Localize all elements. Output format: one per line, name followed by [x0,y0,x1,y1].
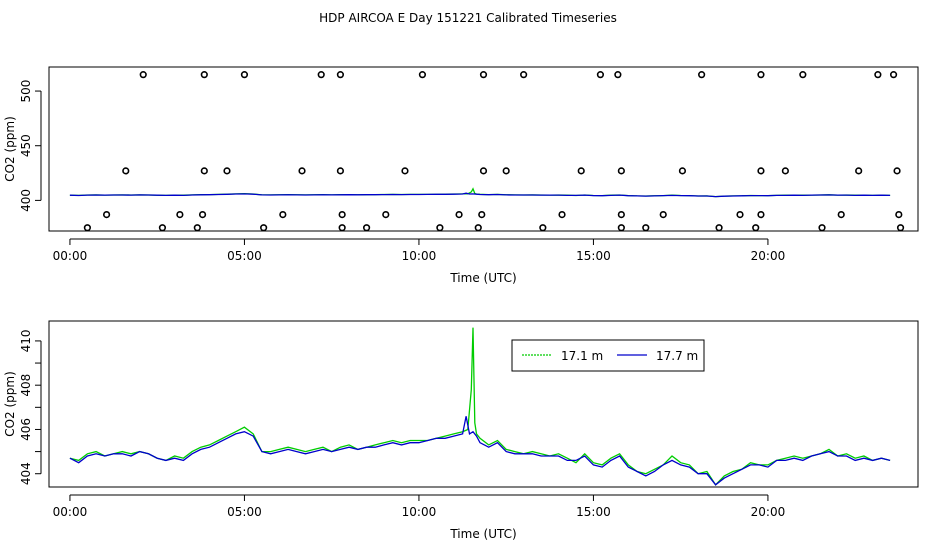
y-tick-label: 404 [19,462,33,485]
calibration-point [617,224,625,232]
x-axis-label-bottom: Time (UTC) [449,527,516,540]
baseline-series-line [69,192,891,198]
calibration-point [478,211,486,219]
calibration-point [837,211,845,219]
x-axis-label-top: Time (UTC) [449,271,516,285]
calibration-point [596,71,605,79]
calibration-point [193,224,201,232]
calibration-point [338,224,346,232]
x-tick-label: 10:00 [402,505,437,519]
x-tick-label: 00:00 [53,505,88,519]
calibration-point [889,71,898,79]
y-axis-bottom: 404 406 408 410 [19,329,42,485]
calibration-point [479,71,488,79]
calibration-point [158,224,167,232]
x-tick-label: 00:00 [53,249,88,263]
calibration-point [279,211,287,219]
calibration-point [659,211,667,219]
plot-frame-bottom [48,320,919,488]
calibration-point [757,167,765,175]
calibration-point [198,211,207,219]
calibration-point [200,71,208,79]
calibration-point [736,211,744,219]
calibration-point [642,224,650,232]
legend-label-17-7m: 17.7 m [656,349,698,363]
calibration-point [260,224,268,232]
series-line-17-7m [69,416,891,486]
calibration-point [617,211,625,219]
panel-co2-timeseries: 00:00 05:00 10:00 15:00 20:00 404 406 408 410 T… [3,320,919,540]
panel-calibration-scatter: 00:00 05:00 10:00 15:00 20:00 400 450 500 Time… [3,66,919,285]
y-tick-label: 410 [19,329,33,352]
calibration-point [298,167,306,175]
calibration-point [139,71,147,79]
calibration-point [539,224,547,232]
y-tick-label: 500 [19,80,33,103]
calibration-point [855,167,863,175]
calibration-point [436,224,444,232]
calibration-point [336,167,345,175]
calibration-point [83,224,91,232]
calibration-point [240,71,249,79]
x-tick-label: 05:00 [227,505,262,519]
y-tick-label: 400 [19,189,33,212]
y-tick-label: 406 [19,418,33,441]
x-tick-label: 20:00 [751,249,786,263]
calibration-point [102,211,111,219]
calibration-point [382,211,390,219]
y-tick-label: 408 [19,374,33,397]
x-tick-label: 10:00 [402,249,437,263]
calibration-point [200,167,208,175]
calibration-point [401,167,409,175]
calibration-point [176,211,184,219]
y-tick-label: 450 [19,134,33,157]
calibration-point [520,71,528,79]
calibration-point [781,167,789,175]
calibration-point [678,167,687,175]
calibration-point [577,167,585,175]
calibration-point [362,224,371,232]
calibration-point [617,167,625,175]
calibration-point [317,71,325,79]
calibration-point [502,167,510,175]
calibration-point [893,167,901,175]
x-tick-label: 15:00 [576,505,611,519]
x-tick-label: 05:00 [227,249,262,263]
calibration-point [455,211,463,219]
calibration-point [896,224,905,232]
calibration-point [757,211,765,219]
calibration-point [474,224,482,232]
x-axis-top: 00:00 05:00 10:00 15:00 20:00 [53,238,786,263]
y-axis-top: 400 450 500 [19,80,42,212]
calibration-point [698,71,706,79]
calibration-point [479,167,488,175]
x-tick-label: 15:00 [576,249,611,263]
x-axis-bottom: 00:00 05:00 10:00 15:00 20:00 [53,494,786,519]
calibration-point [122,167,130,175]
figure-title: HDP AIRCOA E Day 151221 Calibrated Times… [319,11,617,25]
calibration-point [895,211,903,219]
y-axis-label-bottom: CO2 (ppm) [3,371,17,437]
calibration-point [558,211,566,219]
legend-label-17-1m: 17.1 m [561,349,603,363]
calibration-point [799,71,807,79]
calibration-point [757,71,765,79]
calibration-point [715,224,723,232]
calibration-points [83,71,905,232]
y-axis-label-top: CO2 (ppm) [3,116,17,182]
calibration-point [336,71,345,79]
series-line-17-1m [69,327,891,486]
calibration-point [818,224,826,232]
calibration-point [223,167,231,175]
calibration-point [614,71,622,79]
x-tick-label: 20:00 [751,505,786,519]
calibration-point [874,71,882,79]
calibration-point [338,211,346,219]
calibration-point [752,224,760,232]
legend: 17.1 m 17.7 m [511,339,705,372]
plot-frame-top [48,66,919,232]
calibration-point [418,71,427,79]
